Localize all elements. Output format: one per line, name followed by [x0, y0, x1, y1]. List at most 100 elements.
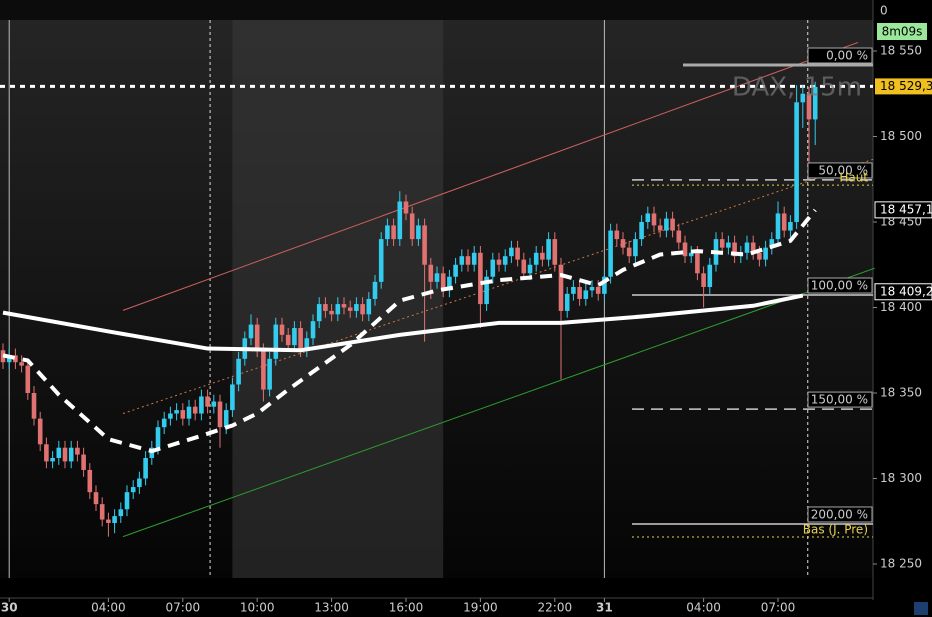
candle-body — [329, 310, 334, 315]
price-tag-box — [874, 201, 932, 219]
x-tick-label: 16:00 — [389, 601, 424, 615]
y-tick-label: 18 500 — [880, 129, 922, 143]
candle-body — [285, 334, 291, 346]
fib-label-box — [807, 47, 873, 64]
candle-body — [347, 307, 353, 311]
candle-body — [13, 355, 18, 363]
timer: 8m09s — [882, 25, 923, 39]
corner-label: 0 — [880, 4, 888, 18]
candle-body — [174, 410, 179, 414]
fib-label: 150,00 % — [811, 393, 868, 407]
candle-body — [155, 427, 161, 448]
candle-body — [775, 213, 781, 240]
candle-body — [788, 222, 793, 231]
candle-body — [676, 230, 682, 243]
candle-body — [546, 239, 551, 260]
candle-body — [595, 286, 601, 294]
candle-body — [459, 256, 465, 265]
candle-body — [199, 396, 204, 414]
candle-body — [719, 239, 725, 248]
candle-body — [341, 304, 347, 308]
candle-body — [118, 509, 124, 517]
candle-body — [484, 276, 489, 305]
fib-label: 50,00 % — [818, 163, 868, 177]
candle-body — [50, 457, 55, 462]
candle-body — [744, 242, 750, 253]
y-tick-label: 18 350 — [880, 386, 922, 400]
candle-body — [354, 304, 359, 311]
trend-line — [122, 267, 875, 538]
fib-label-box — [807, 391, 873, 408]
candle-body — [682, 242, 688, 257]
fib-label-box — [807, 162, 873, 179]
candle-body — [25, 365, 31, 393]
candle-body — [366, 298, 372, 315]
candle-body — [248, 324, 254, 339]
x-tick-label: 31 — [596, 601, 613, 615]
candle-body — [217, 401, 223, 428]
candle-body — [254, 324, 260, 351]
candle-body — [223, 410, 229, 428]
candle-body — [583, 290, 589, 299]
candle-body — [794, 102, 799, 222]
candle-body — [236, 358, 241, 385]
candle-body — [552, 239, 558, 265]
x-tick-label: 10:00 — [240, 601, 275, 615]
candle-body — [651, 213, 657, 226]
candle-body — [372, 281, 378, 299]
candle-body — [533, 252, 539, 265]
candle-body — [639, 222, 644, 240]
x-tick-label: 19:00 — [463, 601, 498, 615]
y-tick-label: 18 250 — [880, 557, 922, 571]
candle-body — [267, 358, 272, 390]
trend-line — [122, 41, 859, 311]
candle-body — [695, 252, 700, 274]
candle-body — [360, 304, 365, 315]
candle-body — [701, 273, 706, 287]
last-price-label: 18 529,3 — [880, 79, 932, 93]
price-tag-label: 18 409,2 — [880, 284, 932, 298]
candle-body — [75, 447, 80, 455]
y-tick-label: 18 300 — [880, 471, 922, 485]
candle-body — [397, 201, 403, 240]
candle-body — [261, 350, 266, 390]
candle-body — [453, 264, 458, 277]
candle-body — [620, 239, 626, 248]
candle-body — [664, 218, 669, 231]
y-tick-label: 18 400 — [880, 300, 922, 314]
candle-body — [670, 218, 675, 231]
candle-body — [781, 213, 787, 231]
candle-body — [211, 401, 217, 407]
price-tag-box — [874, 283, 932, 301]
candle-body — [471, 252, 477, 265]
candle-body — [626, 247, 632, 257]
x-tick-label: 30 — [1, 601, 18, 615]
candle-body — [44, 444, 49, 462]
candle-body — [688, 252, 694, 257]
candle-body — [602, 276, 607, 294]
x-tick-label: 22:00 — [538, 601, 573, 615]
candle-body — [750, 242, 756, 253]
fib-label-box — [807, 506, 873, 523]
fib-label: 0,00 % — [826, 49, 868, 63]
candle-body — [558, 264, 564, 311]
candle-body — [527, 264, 533, 274]
candle-body — [205, 396, 210, 407]
candle-body — [812, 86, 818, 120]
candle-body — [186, 406, 192, 419]
candle-body — [93, 492, 99, 505]
candle-body — [6, 355, 12, 363]
candle-body — [130, 487, 136, 493]
moving-average — [2, 293, 804, 353]
x-tick-label: 04:00 — [686, 601, 721, 615]
candle-body — [298, 328, 303, 351]
candle-body — [577, 286, 582, 299]
candle-body — [56, 447, 62, 458]
candle-body — [571, 286, 576, 294]
timer-box — [877, 23, 927, 40]
candle-body — [316, 304, 322, 322]
scroll-button[interactable] — [914, 602, 928, 615]
last-price-box — [875, 78, 932, 95]
candle-body — [168, 413, 173, 419]
x-tick-label: 04:00 — [91, 601, 126, 615]
